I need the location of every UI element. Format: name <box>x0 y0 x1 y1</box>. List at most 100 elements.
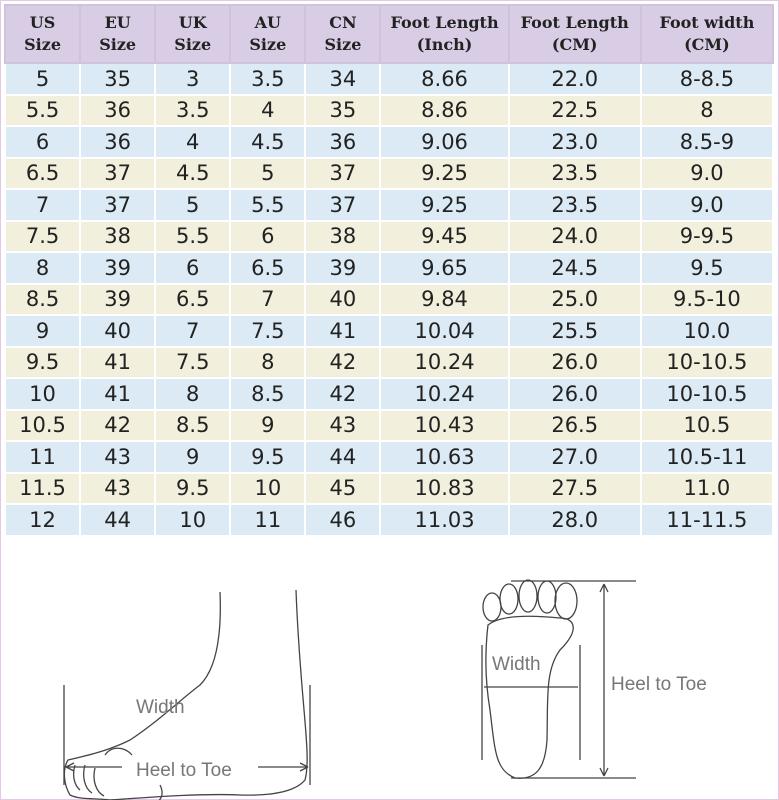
table-row: 6 36 4 4.5 36 9.06 23.0 8.5-9 <box>3 125 775 159</box>
table-cell: 10-10.5 <box>639 345 775 379</box>
table-cell: 7.5 <box>229 314 307 348</box>
table-cell: 43 <box>79 440 157 474</box>
table-cell: 26.0 <box>507 345 642 379</box>
table-cell: 10.5 <box>3 408 82 442</box>
table-cell: 27.0 <box>507 440 642 474</box>
table-cell: 11 <box>229 503 307 537</box>
header-line: (CM) <box>684 35 730 54</box>
table-cell: 3.5 <box>229 62 307 96</box>
header-line: AU <box>254 13 282 32</box>
table-cell: 5.5 <box>3 93 82 127</box>
table-cell: 10.24 <box>379 345 510 379</box>
table-cell: 3 <box>154 62 232 96</box>
table-cell: 46 <box>304 503 382 537</box>
table-cell: 9.65 <box>379 251 510 285</box>
column-header: Foot width (CM) <box>639 4 775 64</box>
table-cell: 3.5 <box>154 93 232 127</box>
table-cell: 40 <box>79 314 157 348</box>
table-cell: 9.5 <box>154 471 232 505</box>
header-line: Size <box>99 35 137 54</box>
table-cell: 35 <box>79 62 157 96</box>
table-cell: 10.5-11 <box>639 440 775 474</box>
table-cell: 11.03 <box>379 503 510 537</box>
table-cell: 42 <box>79 408 157 442</box>
table-cell: 39 <box>304 251 382 285</box>
table-cell: 9-9.5 <box>639 219 775 253</box>
column-header: US Size <box>3 4 82 64</box>
table-row: 9 40 7 7.5 41 10.04 25.5 10.0 <box>3 314 775 348</box>
table-cell: 41 <box>79 377 157 411</box>
table-cell: 24.0 <box>507 219 642 253</box>
table-cell: 8 <box>3 251 82 285</box>
table-cell: 11 <box>3 440 82 474</box>
column-header: Foot Length (CM) <box>507 4 642 64</box>
table-cell: 10-10.5 <box>639 377 775 411</box>
table-cell: 12 <box>3 503 82 537</box>
header-line: UK <box>178 13 207 32</box>
table-cell: 8.5 <box>154 408 232 442</box>
table-cell: 5.5 <box>154 219 232 253</box>
table-cell: 6 <box>154 251 232 285</box>
table-row: 8.5 39 6.5 7 40 9.84 25.0 9.5-10 <box>3 282 775 316</box>
table-cell: 4.5 <box>229 125 307 159</box>
header-line: Foot Length <box>520 13 629 32</box>
table-cell: 10.24 <box>379 377 510 411</box>
table-cell: 8-8.5 <box>639 62 775 96</box>
table-cell: 25.5 <box>507 314 642 348</box>
table-cell: 36 <box>304 125 382 159</box>
sole-foot-illustration <box>481 579 636 779</box>
table-cell: 7.5 <box>3 219 82 253</box>
table-row: 5.5 36 3.5 4 35 8.86 22.5 8 <box>3 93 775 127</box>
table-cell: 9.5-10 <box>639 282 775 316</box>
table-cell: 10.04 <box>379 314 510 348</box>
table-cell: 37 <box>304 156 382 190</box>
table-cell: 6 <box>3 125 82 159</box>
table-cell: 7 <box>154 314 232 348</box>
table-cell: 8 <box>639 93 775 127</box>
table-cell: 41 <box>304 314 382 348</box>
table-cell: 25.0 <box>507 282 642 316</box>
table-cell: 10.63 <box>379 440 510 474</box>
table-cell: 5.5 <box>229 188 307 222</box>
table-cell: 23.5 <box>507 156 642 190</box>
table-cell: 10.0 <box>639 314 775 348</box>
table-cell: 45 <box>304 471 382 505</box>
table-cell: 39 <box>79 251 157 285</box>
table-cell: 4 <box>154 125 232 159</box>
header-line: Foot Length <box>390 13 499 32</box>
table-cell: 8.5 <box>229 377 307 411</box>
header-line: EU <box>104 13 131 32</box>
table-cell: 7 <box>229 282 307 316</box>
table-cell: 9 <box>154 440 232 474</box>
table-cell: 26.5 <box>507 408 642 442</box>
table-cell: 8.5 <box>3 282 82 316</box>
table-cell: 9.84 <box>379 282 510 316</box>
table-row: 9.5 41 7.5 8 42 10.24 26.0 10-10.5 <box>3 345 775 379</box>
table-cell: 9.06 <box>379 125 510 159</box>
table-cell: 7 <box>3 188 82 222</box>
table-cell: 40 <box>304 282 382 316</box>
table-cell: 37 <box>304 188 382 222</box>
table-cell: 28.0 <box>507 503 642 537</box>
table-cell: 9 <box>3 314 82 348</box>
table-row: 7.5 38 5.5 6 38 9.45 24.0 9-9.5 <box>3 219 775 253</box>
table-cell: 36 <box>79 93 157 127</box>
table-cell: 6 <box>229 219 307 253</box>
table-row: 8 39 6 6.5 39 9.65 24.5 9.5 <box>3 251 775 285</box>
column-header: Foot Length (Inch) <box>379 4 510 64</box>
header-line: Size <box>324 35 362 54</box>
table-cell: 9.5 <box>229 440 307 474</box>
table-cell: 44 <box>79 503 157 537</box>
table-cell: 10.83 <box>379 471 510 505</box>
table-row: 12 44 10 11 46 11.03 28.0 11-11.5 <box>3 503 775 537</box>
table-cell: 23.0 <box>507 125 642 159</box>
table-cell: 6.5 <box>229 251 307 285</box>
table-cell: 4.5 <box>154 156 232 190</box>
foot-measurement-diagram: Width Heel to Toe Width Heel to Toe <box>63 579 707 800</box>
table-row: 5 35 3 3.5 34 8.66 22.0 8-8.5 <box>3 62 775 96</box>
table-cell: 44 <box>304 440 382 474</box>
table-cell: 10 <box>154 503 232 537</box>
table-cell: 5 <box>229 156 307 190</box>
table-cell: 9.0 <box>639 156 775 190</box>
column-header: EU Size <box>79 4 157 64</box>
